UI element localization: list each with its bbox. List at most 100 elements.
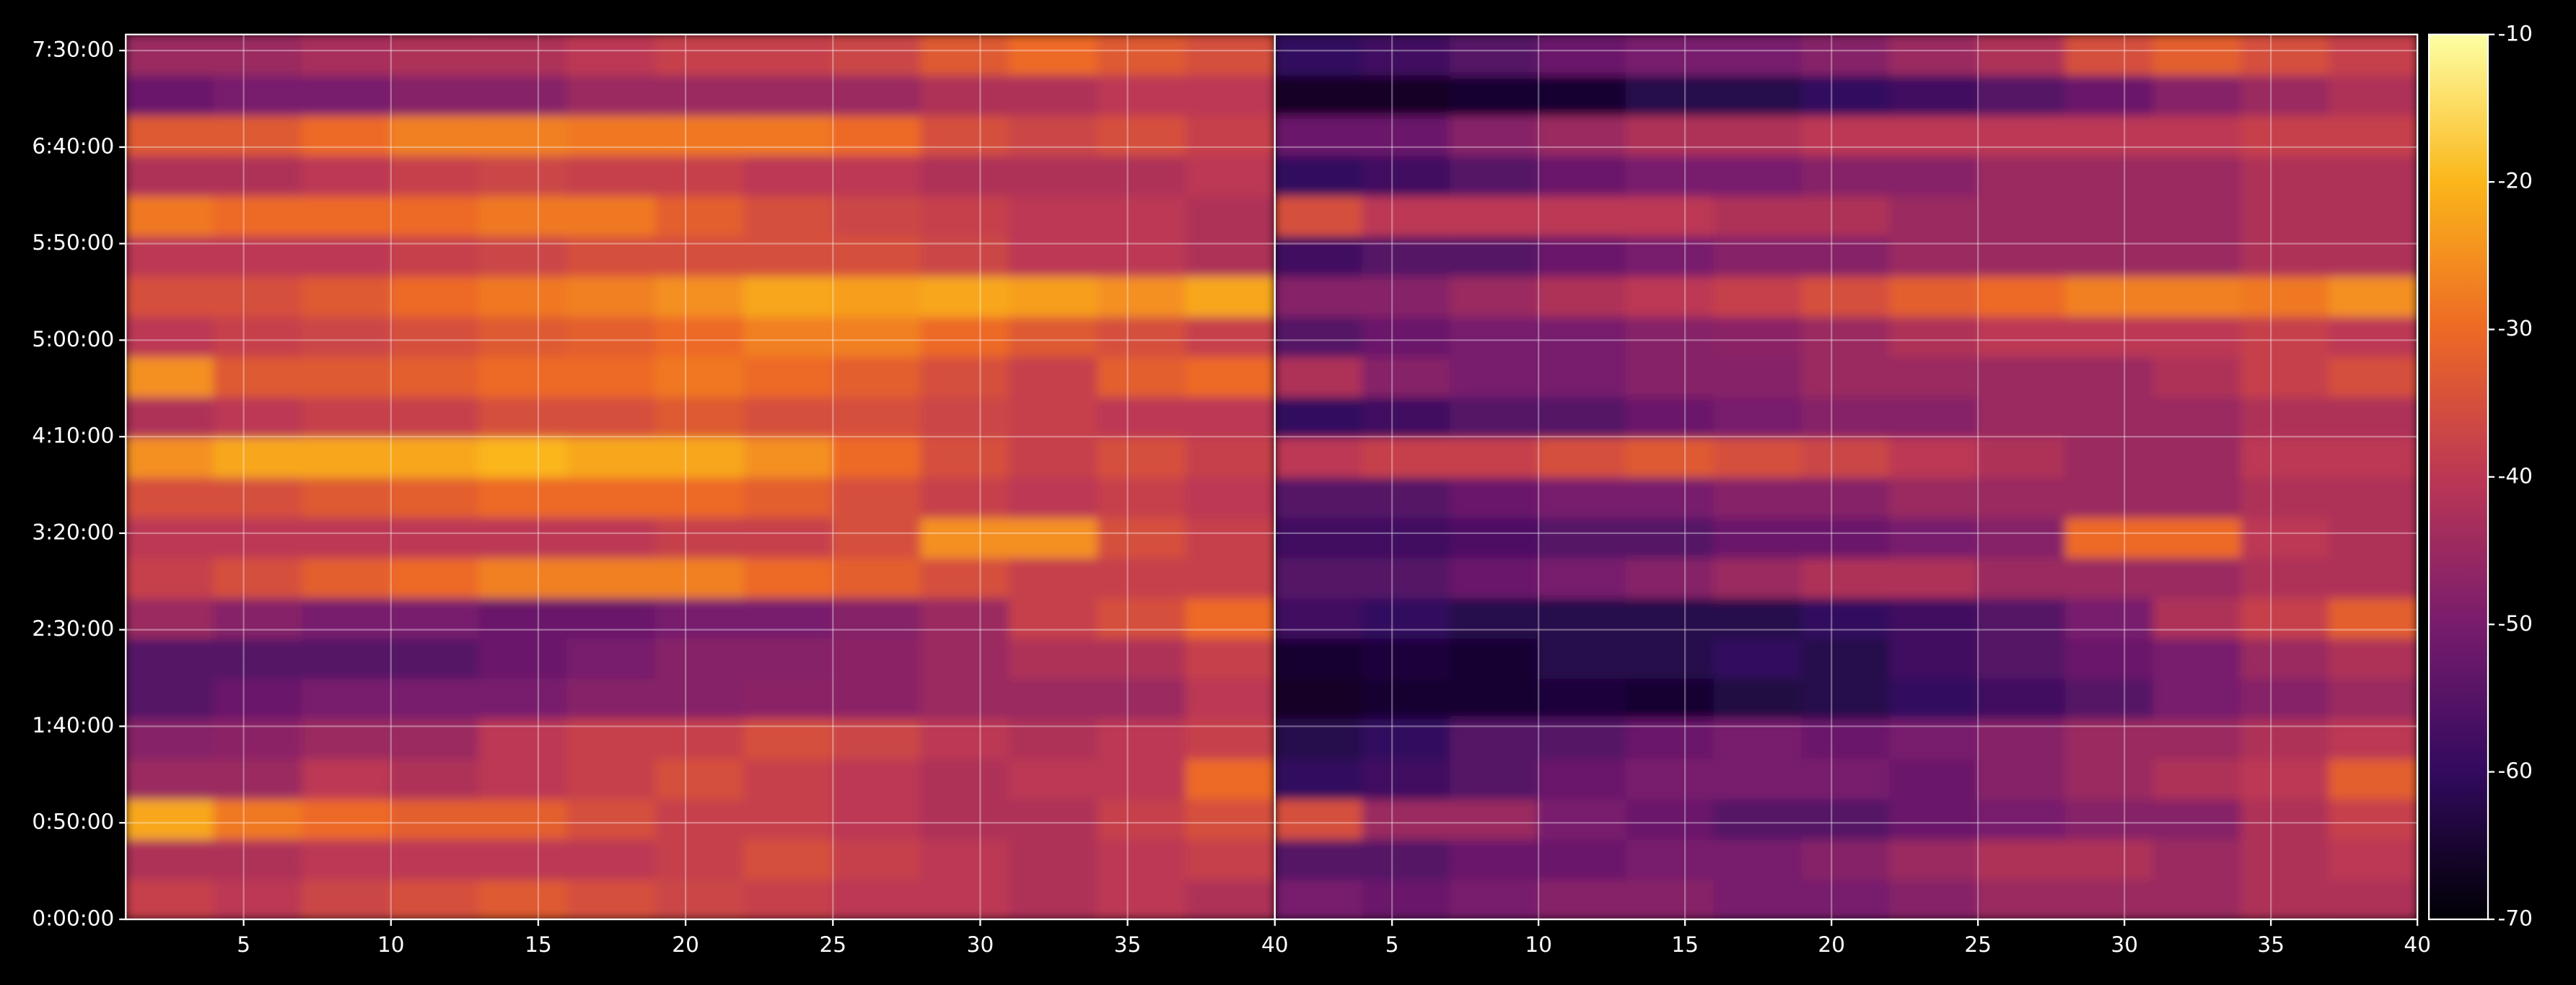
heatmap-cell <box>126 878 215 919</box>
heatmap-cell <box>126 34 215 76</box>
heatmap-cell <box>1274 476 1364 518</box>
heatmap-cell <box>1009 194 1099 237</box>
heatmap-cell <box>1625 717 1715 760</box>
heatmap-cell <box>566 235 657 277</box>
heatmap-cell <box>1889 34 1979 76</box>
heatmap-cell <box>1713 74 1803 116</box>
heatmap-cell <box>302 74 392 116</box>
heatmap-cell <box>2329 677 2418 719</box>
heatmap-cell <box>1274 878 1364 919</box>
heatmap-cell <box>478 516 569 559</box>
heatmap-cell <box>1362 194 1452 237</box>
heatmap-cell <box>302 717 392 760</box>
heatmap-cell <box>1097 154 1188 196</box>
heatmap-cell <box>126 74 215 116</box>
heatmap-cell <box>2329 235 2418 277</box>
heatmap-cell <box>1801 596 1891 639</box>
heatmap-cell <box>743 74 834 116</box>
heatmap-cell <box>390 395 481 438</box>
heatmap-cell <box>302 878 392 919</box>
heatmap-cell <box>390 74 481 116</box>
heatmap-cell <box>743 355 834 398</box>
heatmap-cell <box>1274 395 1364 438</box>
heatmap-cell <box>478 677 569 719</box>
heatmap-cell <box>2152 596 2243 639</box>
heatmap-cell <box>213 395 304 438</box>
heatmap-cell <box>2240 114 2331 157</box>
heatmap-cell <box>920 355 1011 398</box>
heatmap-cell <box>213 677 304 719</box>
heatmap-cell <box>1889 355 1979 398</box>
heatmap-cell <box>920 436 1011 478</box>
heatmap-cell <box>1977 636 2067 679</box>
heatmap-cell <box>1362 154 1452 196</box>
heatmap-cell <box>1713 556 1803 599</box>
heatmap-cell <box>1450 476 1540 518</box>
heatmap-cell <box>1713 275 1803 318</box>
heatmap-cell <box>2329 154 2418 196</box>
heatmap-cell <box>1538 556 1628 599</box>
heatmap-cell <box>478 878 569 919</box>
heatmap-cell <box>655 717 745 760</box>
heatmap-cell <box>1889 235 1979 277</box>
heatmap-cell <box>566 476 657 518</box>
heatmap-cell <box>2329 717 2418 760</box>
heatmap-cell <box>126 476 215 518</box>
heatmap-cell <box>2064 275 2155 318</box>
heatmap-cell <box>1977 436 2067 478</box>
heatmap-cell <box>478 476 569 518</box>
heatmap-cell <box>1538 275 1628 318</box>
heatmap-cell <box>1889 677 1979 719</box>
heatmap-cell <box>1362 355 1452 398</box>
heatmap-cell <box>1977 395 2067 438</box>
heatmap-cells <box>126 34 1275 919</box>
heatmap-cell <box>126 436 215 478</box>
heatmap-cell <box>1889 114 1979 157</box>
heatmap-cell <box>1889 556 1979 599</box>
heatmap-cell <box>832 355 922 398</box>
heatmap-cell <box>1801 194 1891 237</box>
heatmap-cell <box>920 74 1011 116</box>
heatmap-cell <box>390 436 481 478</box>
heatmap-cell <box>390 476 481 518</box>
heatmap-cell <box>655 154 745 196</box>
colorbar-tick-label: -20 <box>2498 169 2533 193</box>
heatmap-cell <box>390 878 481 919</box>
heatmap-cell <box>2329 34 2418 76</box>
heatmap-cell <box>213 235 304 277</box>
heatmap-cell <box>655 355 745 398</box>
heatmap-cell <box>566 838 657 880</box>
heatmap-cell <box>2240 516 2331 559</box>
heatmap-cell <box>1009 154 1099 196</box>
heatmap-cell <box>1625 34 1715 76</box>
heatmap-cell <box>213 34 304 76</box>
x-tick-label: 35 <box>1114 932 1142 957</box>
heatmap-cell <box>1362 275 1452 318</box>
heatmap-cell <box>1713 355 1803 398</box>
heatmap-cell <box>213 878 304 919</box>
heatmap-cell <box>1625 556 1715 599</box>
heatmap-cell <box>2240 878 2331 919</box>
heatmap-cell <box>478 355 569 398</box>
heatmap-cell <box>2240 315 2331 357</box>
heatmap-cell <box>1274 838 1364 880</box>
heatmap-cell <box>1713 516 1803 559</box>
heatmap-cell <box>126 395 215 438</box>
heatmap-cell <box>2240 556 2331 599</box>
heatmap-cell <box>1186 476 1275 518</box>
heatmap-cell <box>1977 154 2067 196</box>
heatmap-cell <box>832 154 922 196</box>
heatmap-cell <box>1889 74 1979 116</box>
heatmap-cell <box>1538 797 1628 840</box>
heatmap-cell <box>1713 838 1803 880</box>
heatmap-cell <box>1625 436 1715 478</box>
heatmap-cell <box>390 757 481 800</box>
heatmap-cell <box>2329 838 2418 880</box>
heatmap-cell <box>1889 596 1979 639</box>
heatmap-cell <box>1625 275 1715 318</box>
heatmap-cell <box>832 636 922 679</box>
heatmap-cell <box>1097 275 1188 318</box>
heatmap-cell <box>1097 355 1188 398</box>
heatmap-cell <box>126 636 215 679</box>
heatmap-cell <box>832 556 922 599</box>
